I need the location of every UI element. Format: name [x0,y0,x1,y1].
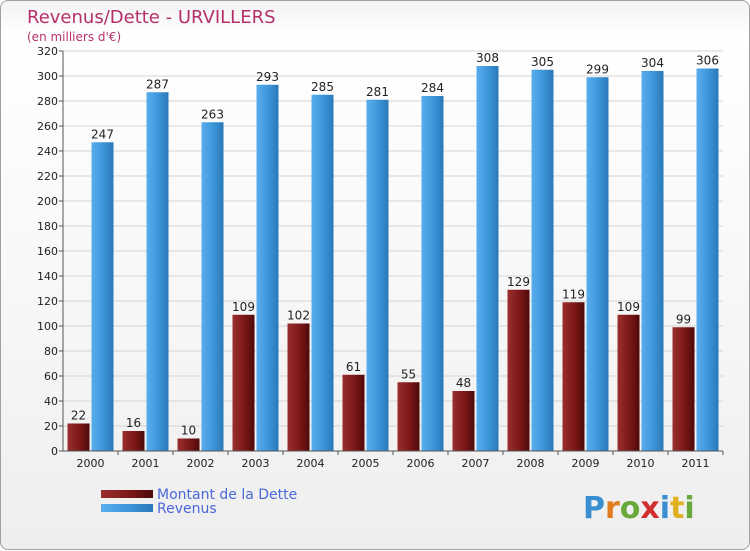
bar-dette [67,423,90,451]
data-label: 299 [586,62,609,76]
data-label: 61 [346,360,361,374]
bar-revenus [641,71,664,451]
x-tick-label: 2006 [407,457,435,470]
y-tick-label: 320 [37,45,58,58]
proxiti-logo: Proxiti [583,491,695,526]
gridlines [63,50,723,427]
data-label: 119 [562,287,585,301]
y-tick-label: 100 [37,320,58,333]
bar-revenus [256,84,279,451]
x-tick-label: 2009 [572,457,600,470]
data-label: 10 [181,424,196,438]
data-label: 304 [641,56,664,70]
bar-dette [507,289,530,451]
data-label: 102 [287,309,310,323]
y-tick-label: 200 [37,195,58,208]
x-tick-label: 2004 [297,457,325,470]
bar-revenus [366,99,389,451]
x-tick-label: 2005 [352,457,380,470]
y-tick-label: 140 [37,270,58,283]
bar-dette [562,302,585,451]
bar-dette [122,431,145,451]
bar-revenus [201,122,224,451]
bar-revenus [421,96,444,451]
data-label: 308 [476,51,499,65]
data-label: 287 [146,77,169,91]
bar-revenus [91,142,114,451]
y-tick-label: 180 [37,220,58,233]
x-tick-label: 2001 [132,457,160,470]
bar-dette [452,391,475,451]
bar-dette [672,327,695,451]
y-tick-label: 220 [37,170,58,183]
y-tick-label: 280 [37,95,58,108]
bar-dette [617,314,640,451]
y-tick-label: 260 [37,120,58,133]
x-tick-label: 2002 [187,457,215,470]
bar-revenus [311,94,334,451]
y-tick-label: 80 [44,345,58,358]
x-tick-label: 2008 [517,457,545,470]
axes: 0 20 40 60 80 100 120 140 160 180 200 220 240 260 280 3… [37,45,724,470]
data-label: 281 [366,85,389,99]
x-tick-label: 2003 [242,457,270,470]
bar-revenus [146,92,169,451]
y-tick-label: 300 [37,70,58,83]
y-tick-label: 60 [44,370,58,383]
bar-revenus [696,68,719,451]
bar-dette [177,438,200,451]
data-label: 99 [676,312,691,326]
data-label: 109 [617,300,640,314]
y-tick-label: 20 [44,420,58,433]
bar-dette [342,374,365,451]
data-label: 22 [71,409,86,423]
y-tick-label: 40 [44,395,58,408]
x-tick-label: 2010 [627,457,655,470]
x-tick-label: 2000 [77,457,105,470]
bar-dette [232,314,255,451]
x-tick-label: 2007 [462,457,490,470]
y-tick-label: 160 [37,245,58,258]
x-tick-label: 2011 [682,457,710,470]
bar-dette [397,382,420,451]
data-label: 306 [696,54,719,68]
legend-label: Montant de la Dette [157,487,297,503]
legend-label: Revenus [157,501,217,517]
bars: 22 247 16 287 10 263 109 293 102 285 61 281 55 284 48 3… [67,51,719,451]
data-label: 284 [421,81,444,95]
data-label: 16 [126,416,141,430]
logo-text: Proxiti [583,491,695,526]
chart-subtitle: (en milliers d'€) [27,30,121,44]
data-label: 129 [507,275,530,289]
data-label: 109 [232,300,255,314]
data-label: 293 [256,70,279,84]
data-label: 247 [91,127,114,141]
data-label: 263 [201,107,224,121]
y-tick-label: 240 [37,145,58,158]
legend-swatch [101,490,153,498]
data-label: 48 [456,376,471,390]
bar-revenus [586,77,609,451]
y-tick-label: 120 [37,295,58,308]
chart-title: Revenus/Dette - URVILLERS [27,7,276,28]
bar-dette [287,323,310,451]
data-label: 305 [531,55,554,69]
data-label: 285 [311,80,334,94]
y-tick-label: 0 [51,445,58,458]
bar-revenus [531,69,554,451]
legend-swatch [101,504,153,512]
bar-revenus [476,66,499,451]
data-label: 55 [401,367,416,381]
